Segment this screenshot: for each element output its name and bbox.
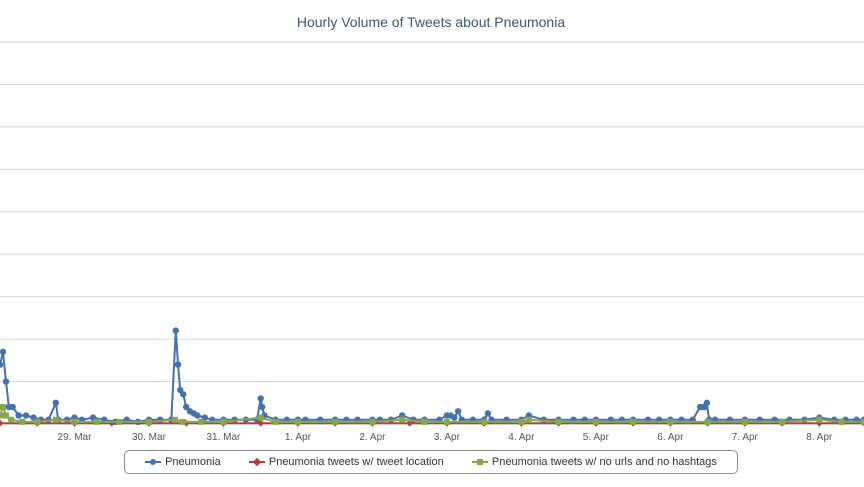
series-0-point-38 — [258, 403, 266, 411]
series-2 — [0, 404, 864, 425]
legend-item-tweet-location[interactable]: Pneumonia tweets w/ tweet location — [248, 456, 444, 468]
legend: Pneumonia Pneumonia tweets w/ tweet loca… — [124, 450, 738, 474]
series-1-point-7 — [257, 419, 265, 427]
series-2-point-10 — [145, 418, 152, 425]
series-2-point-34 — [838, 418, 845, 425]
series-2-point-13 — [198, 418, 205, 425]
legend-item-pneumonia[interactable]: Pneumonia — [145, 456, 221, 468]
series-2-point-22 — [443, 418, 450, 425]
x-tick-label-6: 4. Apr — [508, 432, 535, 443]
legend-circle-marker-icon — [145, 457, 162, 467]
series-2-point-17 — [294, 418, 301, 425]
series-2-point-15 — [257, 414, 264, 421]
series-2-point-18 — [332, 418, 339, 425]
series-0-point-10 — [52, 399, 60, 406]
x-tick-label-3: 1. Apr — [285, 432, 312, 443]
series-2-point-24 — [518, 418, 525, 425]
series-0-point-1 — [0, 348, 7, 356]
series-2-point-3 — [8, 416, 15, 423]
series-2-point-14 — [220, 418, 227, 425]
gridlines — [0, 41, 864, 383]
series-2-point-28 — [630, 418, 637, 425]
series-2-point-19 — [369, 418, 376, 425]
legend-label-tweet-location: Pneumonia tweets w/ tweet location — [268, 456, 444, 468]
series-0-point-83 — [703, 399, 711, 406]
x-tick-label-0: 29. Mar — [58, 432, 93, 443]
x-tick-label-4: 2. Apr — [359, 432, 386, 443]
series-1-point-0 — [0, 419, 4, 427]
series-2-point-27 — [592, 418, 599, 425]
x-tick-label-10: 8. Apr — [806, 432, 833, 443]
series-0-point-30 — [194, 412, 201, 419]
x-tick-label-5: 3. Apr — [434, 432, 461, 443]
series-2-point-33 — [816, 416, 823, 423]
legend-label-pneumonia: Pneumonia — [165, 456, 221, 468]
series-2-point-29 — [667, 418, 674, 425]
legend-label-no-urls-no-hashtags: Pneumonia tweets w/ no urls and no hasht… — [491, 456, 717, 468]
series-2-point-5 — [34, 418, 41, 425]
x-tick-label-1: 30. Mar — [132, 432, 167, 443]
series-group — [0, 327, 864, 427]
series-2-point-2 — [2, 412, 9, 419]
series-2-point-11 — [172, 416, 179, 423]
series-2-point-23 — [481, 418, 488, 425]
series-0-point-62 — [484, 410, 492, 417]
series-2-point-20 — [399, 416, 406, 423]
x-tick-label-2: 31. Mar — [206, 432, 241, 443]
series-0-point-27 — [183, 403, 190, 411]
series-0 — [0, 327, 864, 426]
series-2-point-6 — [52, 416, 59, 423]
chart-title: Hourly Volume of Tweets about Pneumonia — [297, 14, 565, 30]
series-0-point-26 — [180, 391, 187, 398]
series-2-point-31 — [741, 418, 748, 425]
series-0-point-37 — [257, 395, 264, 402]
legend-square-marker-icon — [471, 457, 488, 467]
x-tick-label-8: 6. Apr — [657, 432, 684, 443]
x-tick-label-7: 5. Apr — [583, 432, 610, 443]
series-0-point-6 — [22, 412, 30, 419]
series-0-point-0 — [0, 361, 4, 368]
series-2-point-12 — [179, 418, 186, 425]
series-2-point-21 — [421, 418, 428, 425]
series-0-point-4 — [9, 403, 16, 411]
series-0-point-23 — [172, 327, 179, 334]
series-2-point-7 — [71, 418, 78, 425]
series-2-point-35 — [861, 418, 864, 425]
series-2-point-9 — [116, 418, 123, 425]
series-2-point-4 — [19, 418, 26, 425]
series-0-point-24 — [174, 361, 182, 368]
x-tick-label-9: 7. Apr — [732, 432, 759, 443]
series-0-point-2 — [2, 378, 10, 385]
series-2-point-8 — [93, 418, 100, 425]
series-0-point-58 — [454, 408, 462, 415]
series-2-line — [0, 406, 864, 423]
series-2-point-1 — [0, 404, 6, 411]
series-2-point-25 — [525, 416, 532, 423]
legend-diamond-marker-icon — [248, 457, 265, 467]
series-0-line — [0, 329, 864, 423]
legend-item-no-urls-no-hashtags[interactable]: Pneumonia tweets w/ no urls and no hasht… — [471, 456, 717, 468]
series-2-point-16 — [272, 418, 279, 425]
series-2-point-0 — [0, 412, 3, 419]
series-2-point-32 — [779, 418, 786, 425]
series-0-point-57 — [451, 414, 458, 421]
series-2-point-26 — [555, 418, 562, 425]
series-2-point-30 — [704, 418, 711, 425]
x-axis: 29. Mar 30. Mar 31. Mar 1. Apr 2. Apr 3. Apr 4… — [0, 423, 864, 443]
series-0-point-5 — [15, 412, 22, 419]
